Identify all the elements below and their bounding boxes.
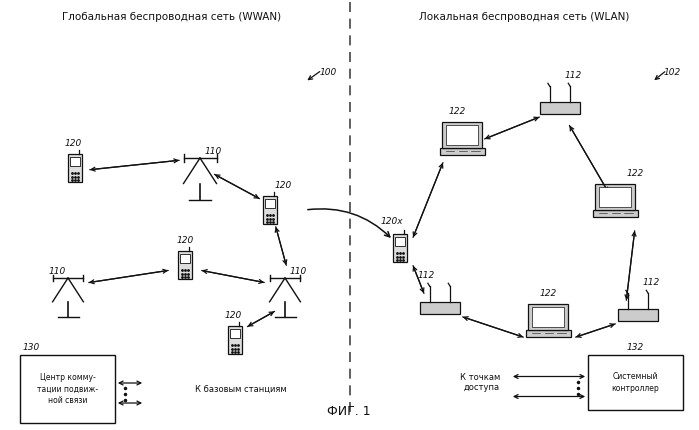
Bar [526,330,570,337]
Bar [593,210,637,217]
Bar [599,187,631,207]
Text: 120x: 120x [381,217,403,226]
Text: 120: 120 [275,181,292,190]
Bar [596,184,635,210]
Bar [588,355,683,410]
Bar [446,125,478,145]
Text: 120: 120 [176,236,194,245]
Bar [180,254,190,263]
Bar [395,237,405,246]
Text: Локальная беспроводная сеть (WLAN): Локальная беспроводная сеть (WLAN) [419,12,629,22]
Text: 100: 100 [320,68,337,77]
Bar [263,196,277,224]
Text: 110: 110 [205,147,222,156]
Bar [528,304,568,330]
Bar [393,233,407,262]
Bar [265,199,275,208]
Bar [419,302,461,314]
Bar [178,251,192,280]
Text: 120: 120 [64,139,82,148]
Bar [228,326,242,354]
Text: К базовым станциям: К базовым станциям [195,384,287,393]
Text: 122: 122 [626,169,644,178]
Text: 112: 112 [418,271,435,280]
Bar [440,148,484,155]
Text: Глобальная беспроводная сеть (WWAN): Глобальная беспроводная сеть (WWAN) [62,12,282,22]
Text: 122: 122 [448,107,466,116]
Bar [618,309,658,321]
Bar [68,154,82,182]
Bar [540,102,580,114]
Bar [230,329,240,338]
Bar [532,307,564,327]
Text: 120: 120 [224,311,242,320]
Text: К точкам
доступа: К точкам доступа [460,373,500,392]
Text: 102: 102 [664,68,682,77]
Bar [442,122,482,148]
Text: 132: 132 [627,343,644,352]
Text: Системный
контроллер: Системный контроллер [612,372,659,393]
Text: 112: 112 [643,278,661,287]
Text: 110: 110 [290,267,308,276]
Text: 122: 122 [540,289,556,298]
Text: 130: 130 [23,343,41,352]
Text: Центр комму-
тации подвиж-
ной связи: Центр комму- тации подвиж- ной связи [37,373,98,405]
Bar [20,355,115,423]
Text: 110: 110 [49,267,66,276]
Text: 112: 112 [565,71,582,80]
Bar [70,157,80,166]
Text: ФИГ. 1: ФИГ. 1 [327,405,370,418]
